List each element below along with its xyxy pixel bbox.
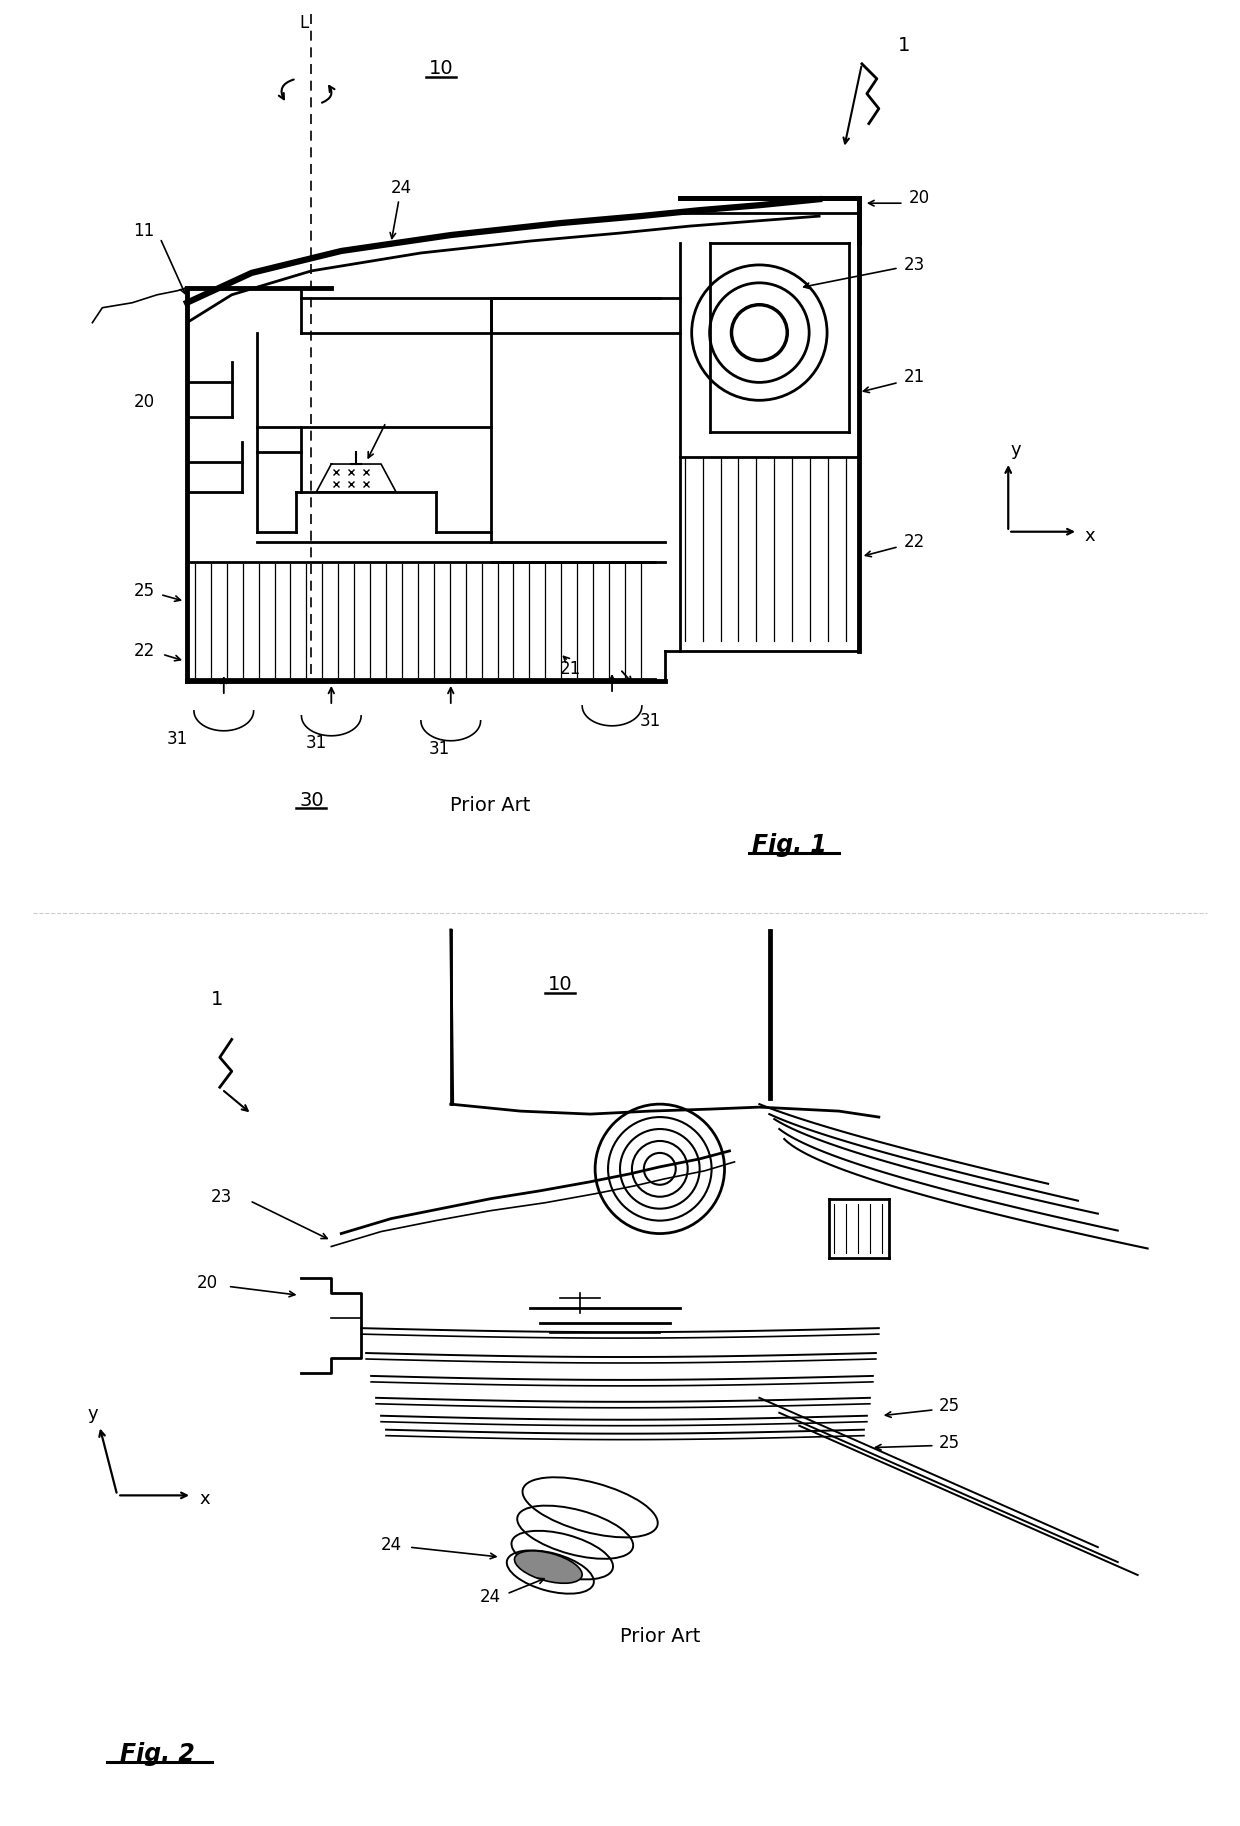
Text: x: x: [1085, 526, 1095, 544]
Text: 24: 24: [480, 1589, 501, 1605]
Text: 21: 21: [904, 369, 925, 387]
Text: 23: 23: [211, 1187, 232, 1205]
Text: 24: 24: [381, 1536, 402, 1554]
Text: 24: 24: [391, 179, 412, 197]
Text: 30: 30: [299, 791, 324, 811]
Text: 31: 31: [428, 740, 449, 758]
Ellipse shape: [515, 1550, 582, 1583]
Text: L: L: [299, 15, 309, 33]
Text: 20: 20: [909, 190, 930, 206]
Text: 22: 22: [904, 533, 925, 551]
Text: 31: 31: [306, 734, 327, 752]
Text: 25: 25: [939, 1397, 960, 1415]
Text: 25: 25: [134, 582, 155, 601]
Text: 23: 23: [904, 256, 925, 274]
Text: 1: 1: [211, 990, 223, 1010]
Text: Fig. 2: Fig. 2: [119, 1742, 195, 1766]
Text: y: y: [1011, 442, 1022, 458]
Text: 10: 10: [548, 975, 573, 993]
Text: y: y: [87, 1404, 98, 1422]
Text: 1: 1: [898, 37, 910, 55]
Text: 11: 11: [134, 223, 155, 239]
Text: 31: 31: [640, 712, 661, 730]
Text: Prior Art: Prior Art: [620, 1627, 701, 1647]
Text: 20: 20: [134, 393, 155, 411]
Text: Fig. 1: Fig. 1: [751, 833, 827, 856]
Text: x: x: [200, 1490, 211, 1508]
Text: 10: 10: [429, 58, 453, 79]
Text: 21: 21: [559, 659, 580, 677]
Text: 31: 31: [166, 730, 187, 749]
Text: 20: 20: [196, 1275, 217, 1293]
Text: 25: 25: [939, 1433, 960, 1452]
Text: Prior Art: Prior Art: [450, 796, 531, 814]
Text: 22: 22: [134, 643, 155, 661]
